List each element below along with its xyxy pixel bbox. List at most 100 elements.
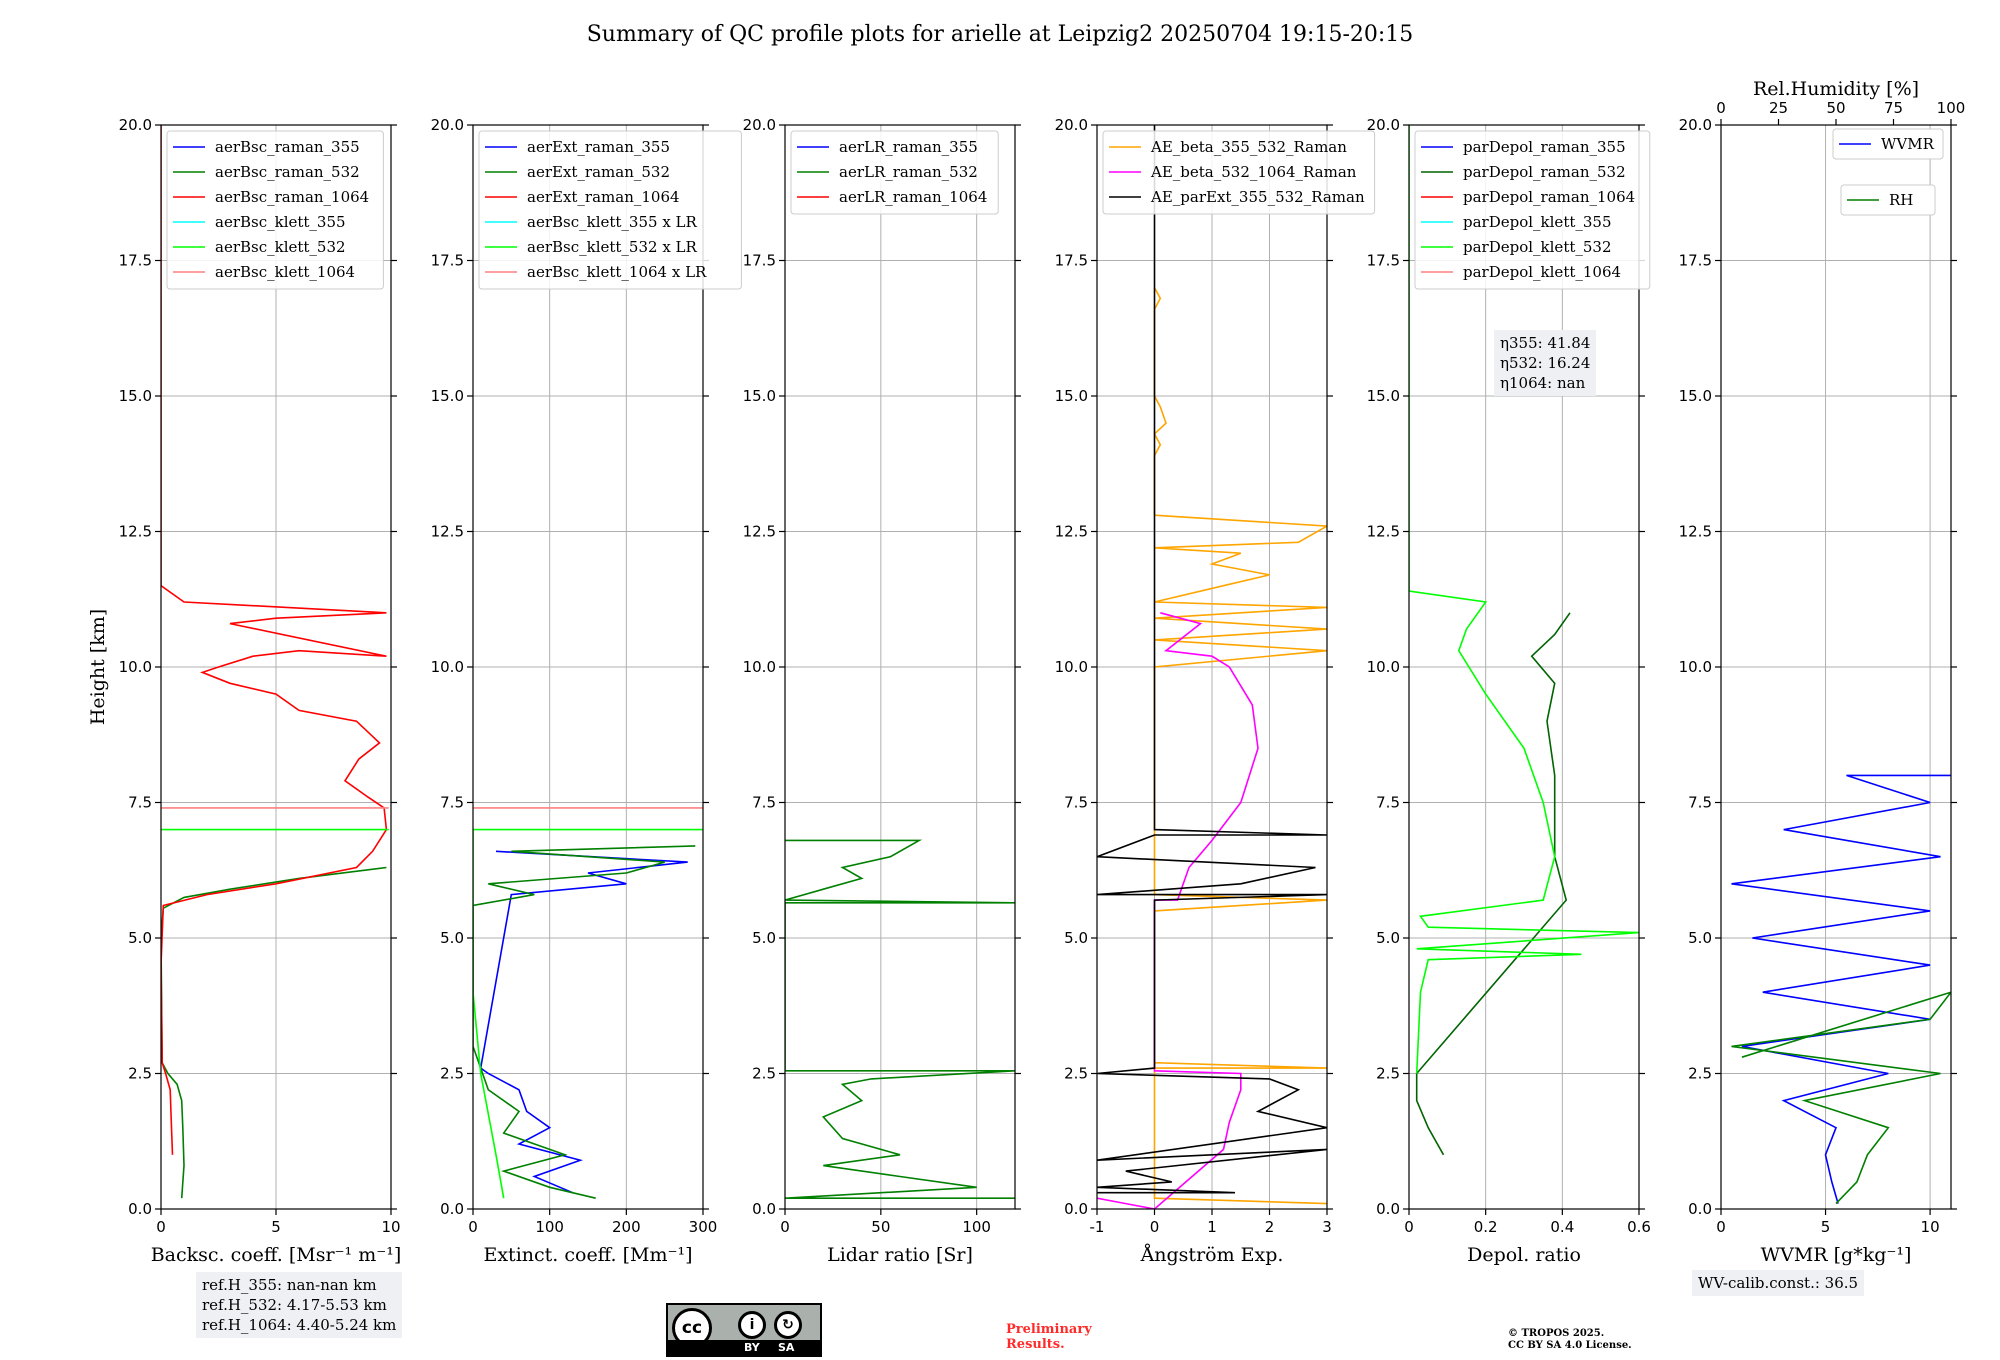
top-x-tick-label: 75 <box>1884 99 1903 117</box>
x-tick-label: 0 <box>780 1218 790 1236</box>
legend: aerExt_raman_355 aerExt_raman_532 aerExt_r… <box>478 130 742 290</box>
series-line-aerBsc_raman_532 <box>161 866 387 1199</box>
y-tick-label: 15.0 <box>1055 387 1088 405</box>
y-tick-label: 0.0 <box>440 1200 464 1218</box>
y-tick-label: 10.0 <box>1679 658 1712 676</box>
y-tick-label: 15.0 <box>1679 387 1712 405</box>
y-tick-label: 10.0 <box>1055 658 1088 676</box>
legend-box <box>790 130 999 215</box>
legend-label: AE_beta_355_532_Raman <box>1150 138 1347 156</box>
series-line-aerExt_raman_532 <box>473 845 696 1199</box>
series-line-RH <box>1731 991 1951 1205</box>
x-tick-label: 0.4 <box>1550 1218 1574 1236</box>
x-tick-label: 0 <box>1404 1218 1414 1236</box>
x-tick-label: 0 <box>1150 1218 1160 1236</box>
x-axis-label: Backsc. coeff. [Msr⁻¹ m⁻¹] <box>151 1244 402 1266</box>
x-axis-label: WVMR [g*kg⁻¹] <box>1761 1244 1912 1266</box>
y-tick-label: 7.5 <box>1688 794 1712 812</box>
y-tick-label: 20.0 <box>431 116 464 134</box>
y-tick-label: 17.5 <box>119 252 152 270</box>
legend-label: aerExt_raman_1064 <box>527 188 680 206</box>
legend-label: aerBsc_klett_532 x LR <box>527 238 698 256</box>
y-tick-label: 5.0 <box>1376 929 1400 947</box>
x-tick-label: 50 <box>871 1218 890 1236</box>
y-tick-label: 7.5 <box>1376 794 1400 812</box>
legend-label: RH <box>1889 191 1913 209</box>
legend-label: aerBsc_klett_1064 <box>215 263 355 281</box>
legend-label: WVMR <box>1881 135 1935 153</box>
y-tick-label: 0.0 <box>128 1200 152 1218</box>
y-tick-label: 5.0 <box>752 929 776 947</box>
legend-label: parDepol_raman_532 <box>1463 163 1626 181</box>
legend-label: aerBsc_raman_532 <box>215 163 360 181</box>
legend-label: aerBsc_klett_355 x LR <box>527 213 698 231</box>
preliminary-line-2: Results. <box>1006 1337 1065 1352</box>
y-tick-label: 20.0 <box>119 116 152 134</box>
y-tick-label: 2.5 <box>440 1065 464 1083</box>
copyright-line-2: CC BY SA 4.0 License. <box>1508 1340 1632 1351</box>
y-tick-label: 17.5 <box>1055 252 1088 270</box>
y-tick-label: 17.5 <box>431 252 464 270</box>
series-group <box>1409 125 1639 1156</box>
x-tick-label: 0.2 <box>1474 1218 1498 1236</box>
y-tick-label: 0.0 <box>1688 1200 1712 1218</box>
y-tick-label: 15.0 <box>743 387 776 405</box>
series-line-parDepol_raman_532 <box>1415 612 1571 1156</box>
cc-license-badge: cc i ↻ BY SA <box>666 1303 822 1357</box>
y-tick-label: 10.0 <box>1367 658 1400 676</box>
series-line-parDepol_klett_532 <box>1409 125 1639 1074</box>
y-tick-label: 5.0 <box>440 929 464 947</box>
legend-label: aerExt_raman_532 <box>527 163 670 181</box>
legend-box <box>1832 128 1944 160</box>
top-x-tick-label: 100 <box>1937 99 1966 117</box>
y-tick-label: 17.5 <box>1367 252 1400 270</box>
legend: aerBsc_raman_355 aerBsc_raman_532 aerBsc_r… <box>166 130 384 290</box>
y-tick-label: 12.5 <box>1679 523 1712 541</box>
legend-label: AE_beta_532_1064_Raman <box>1150 163 1357 181</box>
y-tick-label: 12.5 <box>1055 523 1088 541</box>
y-axis-label: Height [km] <box>87 609 109 725</box>
ref-line-355: ref.H_355: nan-nan km <box>202 1276 377 1294</box>
y-tick-label: 15.0 <box>119 387 152 405</box>
y-tick-label: 20.0 <box>1367 116 1400 134</box>
y-tick-label: 7.5 <box>1064 794 1088 812</box>
panel-3: 0.0 2.5 5.0 7.5 10.0 12.5 15.0 17.5 20.0 0 50 100 Li… <box>743 116 1021 1266</box>
y-tick-label: 20.0 <box>743 116 776 134</box>
series-line-AE_parExt_355_532_Raman <box>1097 125 1327 1194</box>
panel-2: 0.0 2.5 5.0 7.5 10.0 12.5 15.0 17.5 20.0 0 100 200 3… <box>431 116 742 1266</box>
legend-label: parDepol_klett_1064 <box>1463 263 1621 281</box>
legend-box <box>1414 130 1651 290</box>
y-tick-label: 17.5 <box>1679 252 1712 270</box>
copyright-line-1: © TROPOS 2025. <box>1508 1328 1605 1339</box>
top-x-tick-label: 50 <box>1826 99 1845 117</box>
x-tick-label: 10 <box>1921 1218 1940 1236</box>
legend-label: aerExt_raman_355 <box>527 138 670 156</box>
legend-label: AE_parExt_355_532_Raman <box>1150 188 1365 206</box>
legend: AE_beta_355_532_Raman AE_beta_532_1064_Ra… <box>1102 130 1376 215</box>
legend-label: aerBsc_raman_1064 <box>215 188 369 206</box>
sa-label: SA <box>778 1341 795 1354</box>
legend-label: aerLR_raman_1064 <box>839 188 987 206</box>
panel-6: 0.02.55.07.510.012.515.017.520.00 5 10WVMR… <box>1679 78 1966 1266</box>
y-tick-label: 0.0 <box>1064 1200 1088 1218</box>
legend: parDepol_raman_355 parDepol_raman_532 parD… <box>1414 130 1651 290</box>
legend: WVMR RH <box>1832 128 1944 216</box>
figure-title: Summary of QC profile plots for arielle … <box>586 22 1414 47</box>
y-tick-label: 15.0 <box>431 387 464 405</box>
x-tick-label: 0 <box>1716 1218 1726 1236</box>
legend-label: parDepol_klett_532 <box>1463 238 1612 256</box>
y-tick-label: 2.5 <box>752 1065 776 1083</box>
eta-532: η532: 16.24 <box>1500 354 1591 372</box>
preliminary-line-1: Preliminary <box>1006 1322 1092 1337</box>
y-tick-label: 12.5 <box>1367 523 1400 541</box>
y-tick-label: 7.5 <box>440 794 464 812</box>
legend-label: aerBsc_raman_355 <box>215 138 360 156</box>
legend-box <box>166 130 384 290</box>
top-x-axis-label: Rel.Humidity [%] <box>1753 78 1919 100</box>
y-tick-label: 20.0 <box>1679 116 1712 134</box>
panel-4: 0.0 2.5 5.0 7.5 10.0 12.5 15.0 17.5 20.0 -1 0 1 2 3 Ån… <box>1055 116 1376 1266</box>
y-tick-label: 20.0 <box>1055 116 1088 134</box>
y-tick-label: 12.5 <box>431 523 464 541</box>
y-tick-label: 10.0 <box>431 658 464 676</box>
